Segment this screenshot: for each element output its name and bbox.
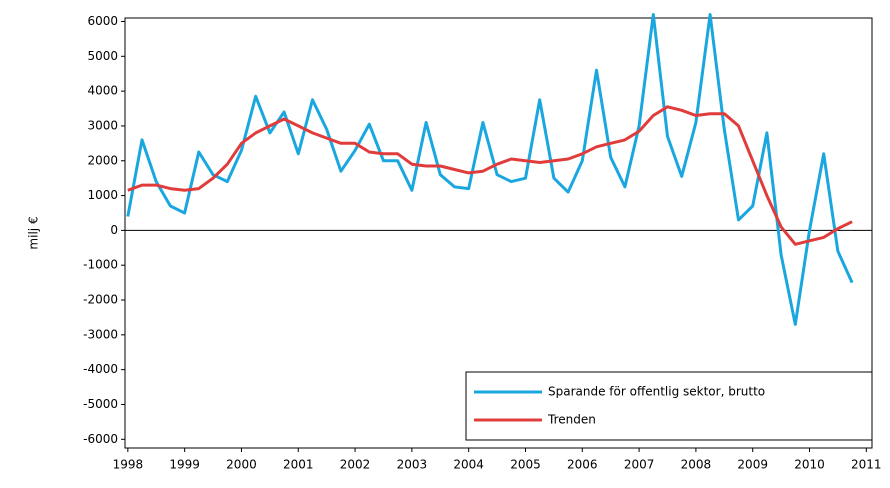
y-tick-label: 6000 — [87, 14, 118, 28]
legend-label: Trenden — [547, 413, 596, 427]
y-tick-label: -6000 — [83, 432, 118, 446]
x-tick-label: 2009 — [737, 458, 768, 472]
y-tick-label: -3000 — [83, 327, 118, 341]
series-line — [127, 105, 853, 246]
legend-label: Sparande för offentlig sektor, brutto — [548, 385, 765, 399]
x-tick-label: 2004 — [453, 458, 484, 472]
y-tick-label: -4000 — [83, 362, 118, 376]
x-tick-label: 2005 — [510, 458, 541, 472]
legend-box — [465, 371, 873, 441]
series-line — [126, 13, 854, 326]
y-tick-label: 5000 — [87, 49, 118, 63]
y-tick-label: -1000 — [83, 258, 118, 272]
x-tick-label: 2003 — [397, 458, 428, 472]
x-tick-label: 2011 — [851, 458, 882, 472]
x-tick-label: 1998 — [113, 458, 144, 472]
x-tick-label: 1999 — [169, 458, 200, 472]
x-tick-label: 2000 — [226, 458, 257, 472]
y-tick-label: -5000 — [83, 397, 118, 411]
y-tick-label: -2000 — [83, 293, 118, 307]
y-tick-label: 0 — [110, 223, 118, 237]
y-tick-label: 1000 — [87, 188, 118, 202]
y-axis-label: milj € — [27, 216, 41, 249]
y-tick-label: 3000 — [87, 118, 118, 132]
x-tick-label: 2002 — [340, 458, 371, 472]
x-tick-label: 2001 — [283, 458, 314, 472]
x-tick-label: 2008 — [681, 458, 712, 472]
y-tick-label: 4000 — [87, 84, 118, 98]
x-tick-label: 2006 — [567, 458, 598, 472]
x-tick-label: 2007 — [624, 458, 655, 472]
plot-area — [124, 17, 873, 449]
x-tick-label: 2010 — [794, 458, 825, 472]
y-tick-label: 2000 — [87, 153, 118, 167]
